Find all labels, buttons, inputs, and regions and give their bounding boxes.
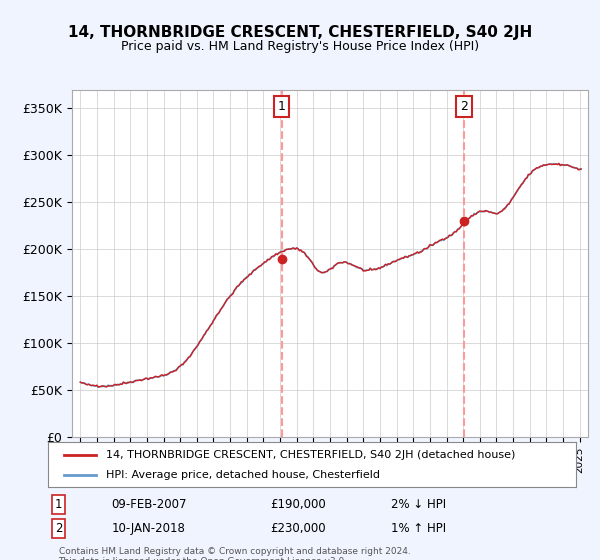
Text: 14, THORNBRIDGE CRESCENT, CHESTERFIELD, S40 2JH: 14, THORNBRIDGE CRESCENT, CHESTERFIELD, … (68, 25, 532, 40)
Text: 09-FEB-2007: 09-FEB-2007 (112, 498, 187, 511)
Text: 1: 1 (55, 498, 62, 511)
Text: 2% ↓ HPI: 2% ↓ HPI (391, 498, 446, 511)
Text: £230,000: £230,000 (270, 522, 325, 535)
Text: 2: 2 (55, 522, 62, 535)
Text: Price paid vs. HM Land Registry's House Price Index (HPI): Price paid vs. HM Land Registry's House … (121, 40, 479, 53)
Text: Contains HM Land Registry data © Crown copyright and database right 2024.
This d: Contains HM Land Registry data © Crown c… (59, 547, 410, 560)
Text: 1% ↑ HPI: 1% ↑ HPI (391, 522, 446, 535)
Text: 2: 2 (460, 100, 468, 113)
Text: 1: 1 (278, 100, 286, 113)
Text: £190,000: £190,000 (270, 498, 326, 511)
Text: HPI: Average price, detached house, Chesterfield: HPI: Average price, detached house, Ches… (106, 470, 380, 480)
Text: 14, THORNBRIDGE CRESCENT, CHESTERFIELD, S40 2JH (detached house): 14, THORNBRIDGE CRESCENT, CHESTERFIELD, … (106, 450, 515, 460)
Text: 10-JAN-2018: 10-JAN-2018 (112, 522, 185, 535)
